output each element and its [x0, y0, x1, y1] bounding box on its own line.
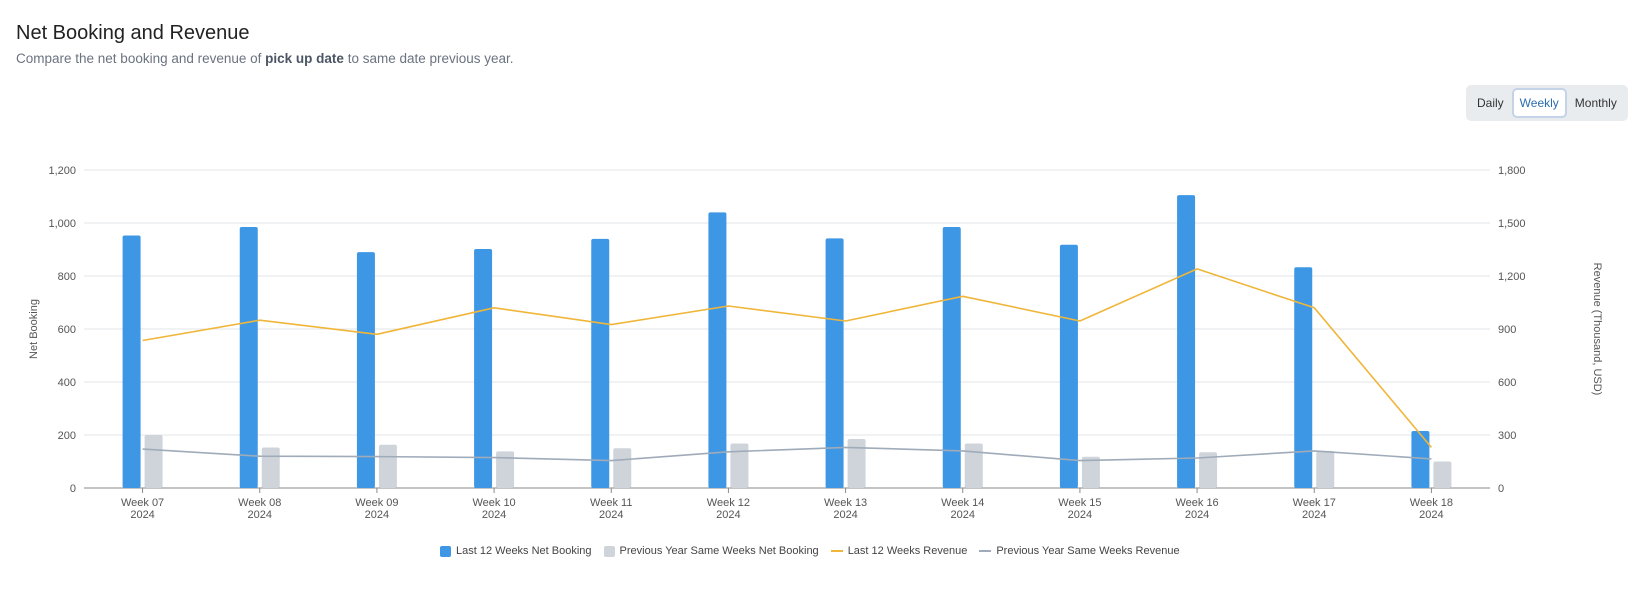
page-title: Net Booking and Revenue — [16, 22, 250, 44]
legend-swatch-last-booking — [440, 545, 451, 557]
y2-axis-title: Revenue (Thousand, USD) — [1591, 263, 1603, 396]
x-tick-sublabel: 2024 — [951, 509, 975, 521]
y-tick-label: 1,000 — [48, 218, 76, 230]
x-tick-sublabel: 2024 — [1302, 509, 1326, 521]
legend-swatch-last-revenue — [830, 550, 843, 552]
legend-label: Last 12 Weeks Revenue — [847, 545, 968, 557]
subtitle-prefix: Compare the net booking and revenue of — [16, 51, 266, 66]
y2-tick-label: 300 — [1498, 430, 1516, 442]
y2-tick-label: 600 — [1498, 377, 1516, 389]
page-subtitle: Compare the net booking and revenue of p… — [16, 51, 514, 66]
period-daily-button[interactable]: Daily — [1469, 88, 1512, 118]
x-tick-sublabel: 2024 — [482, 509, 506, 521]
bar-last-booking — [825, 238, 844, 488]
bar-last-booking — [708, 212, 727, 488]
x-tick-label: Week 16 — [1175, 497, 1218, 509]
x-tick-sublabel: 2024 — [599, 509, 623, 521]
chart-header: Net Booking and Revenue Compare the net … — [16, 22, 514, 66]
bar-last-booking — [1294, 267, 1313, 488]
bar-prev-booking — [730, 443, 749, 488]
subtitle-emphasis: pick up date — [265, 51, 344, 66]
legend-label: Previous Year Same Weeks Net Booking — [619, 545, 819, 557]
y-tick-label: 1,200 — [48, 165, 76, 177]
y2-tick-label: 900 — [1498, 324, 1516, 336]
x-tick-sublabel: 2024 — [248, 509, 272, 521]
bar-last-booking — [1411, 431, 1430, 488]
bar-prev-booking — [144, 435, 163, 488]
x-tick-label: Week 09 — [355, 497, 398, 509]
x-tick-label: Week 10 — [472, 497, 515, 509]
period-toggle: Daily Weekly Monthly — [1466, 85, 1628, 121]
x-tick-sublabel: 2024 — [1068, 509, 1092, 521]
chart-legend: Last 12 Weeks Net Booking Previous Year … — [440, 545, 1180, 557]
bar-last-booking — [474, 248, 493, 488]
line-prev-revenue — [142, 446, 1432, 462]
bar-last-booking — [1177, 195, 1196, 489]
legend-item-prev-booking[interactable]: Previous Year Same Weeks Net Booking — [603, 545, 819, 557]
y-axis-title: Net Booking — [28, 299, 40, 359]
subtitle-suffix: to same date previous year. — [343, 51, 514, 66]
bar-last-booking — [239, 226, 258, 488]
legend-label: Previous Year Same Weeks Revenue — [996, 545, 1180, 557]
x-tick-label: Week 12 — [707, 497, 750, 509]
x-tick-sublabel: 2024 — [130, 509, 154, 521]
bar-prev-booking — [1316, 450, 1335, 488]
legend-item-prev-revenue[interactable]: Previous Year Same Weeks Revenue — [979, 545, 1180, 557]
bar-last-booking — [1059, 244, 1078, 488]
legend-item-last-revenue[interactable]: Last 12 Weeks Revenue — [830, 545, 968, 557]
legend-item-last-booking[interactable]: Last 12 Weeks Net Booking — [440, 545, 592, 557]
x-tick-sublabel: 2024 — [833, 509, 857, 521]
x-tick-label: Week 18 — [1410, 497, 1453, 509]
bar-last-booking — [942, 226, 961, 488]
y-tick-label: 800 — [58, 271, 76, 283]
bar-prev-booking — [496, 451, 515, 488]
bar-prev-booking — [613, 448, 632, 488]
period-monthly-button[interactable]: Monthly — [1567, 88, 1625, 118]
y-tick-label: 400 — [58, 377, 76, 389]
x-tick-label: Week 13 — [824, 497, 867, 509]
bar-last-booking — [591, 238, 610, 488]
line-last-revenue — [142, 268, 1433, 448]
y2-tick-label: 1,200 — [1498, 271, 1526, 283]
y2-tick-label: 1,500 — [1498, 218, 1526, 230]
bar-prev-booking — [1433, 461, 1452, 488]
legend-swatch-prev-revenue — [979, 550, 992, 552]
bar-prev-booking — [1081, 456, 1100, 488]
y-tick-label: 0 — [70, 483, 76, 495]
net-booking-revenue-chart: 0 200 400 600 800 1,000 1,200 0 300 600 900 1,200 1,… — [28, 165, 1603, 521]
x-tick-sublabel: 2024 — [365, 509, 389, 521]
x-tick-label: Week 17 — [1293, 497, 1336, 509]
x-tick-label: Week 07 — [121, 497, 164, 509]
y2-tick-label: 0 — [1498, 483, 1504, 495]
bar-prev-booking — [1199, 452, 1218, 488]
legend-swatch-prev-booking — [603, 545, 615, 557]
x-tick-sublabel: 2024 — [1185, 509, 1209, 521]
x-tick-label: Week 14 — [941, 497, 984, 509]
x-tick-label: Week 08 — [238, 497, 281, 509]
bar-prev-booking — [847, 438, 866, 488]
bar-prev-booking — [261, 447, 280, 488]
bar-last-booking — [122, 235, 141, 488]
y-tick-label: 200 — [58, 430, 76, 442]
x-tick-sublabel: 2024 — [716, 509, 740, 521]
x-tick-label: Week 15 — [1058, 497, 1101, 509]
bar-prev-booking — [378, 444, 397, 488]
x-tick-label: Week 11 — [590, 497, 632, 509]
bar-last-booking — [356, 252, 375, 488]
period-weekly-button[interactable]: Weekly — [1511, 88, 1567, 118]
x-tick-sublabel: 2024 — [1419, 509, 1443, 521]
y-tick-label: 600 — [58, 324, 76, 336]
bar-prev-booking — [964, 443, 983, 488]
legend-label: Last 12 Weeks Net Booking — [456, 545, 592, 557]
y2-tick-label: 1,800 — [1498, 165, 1526, 177]
